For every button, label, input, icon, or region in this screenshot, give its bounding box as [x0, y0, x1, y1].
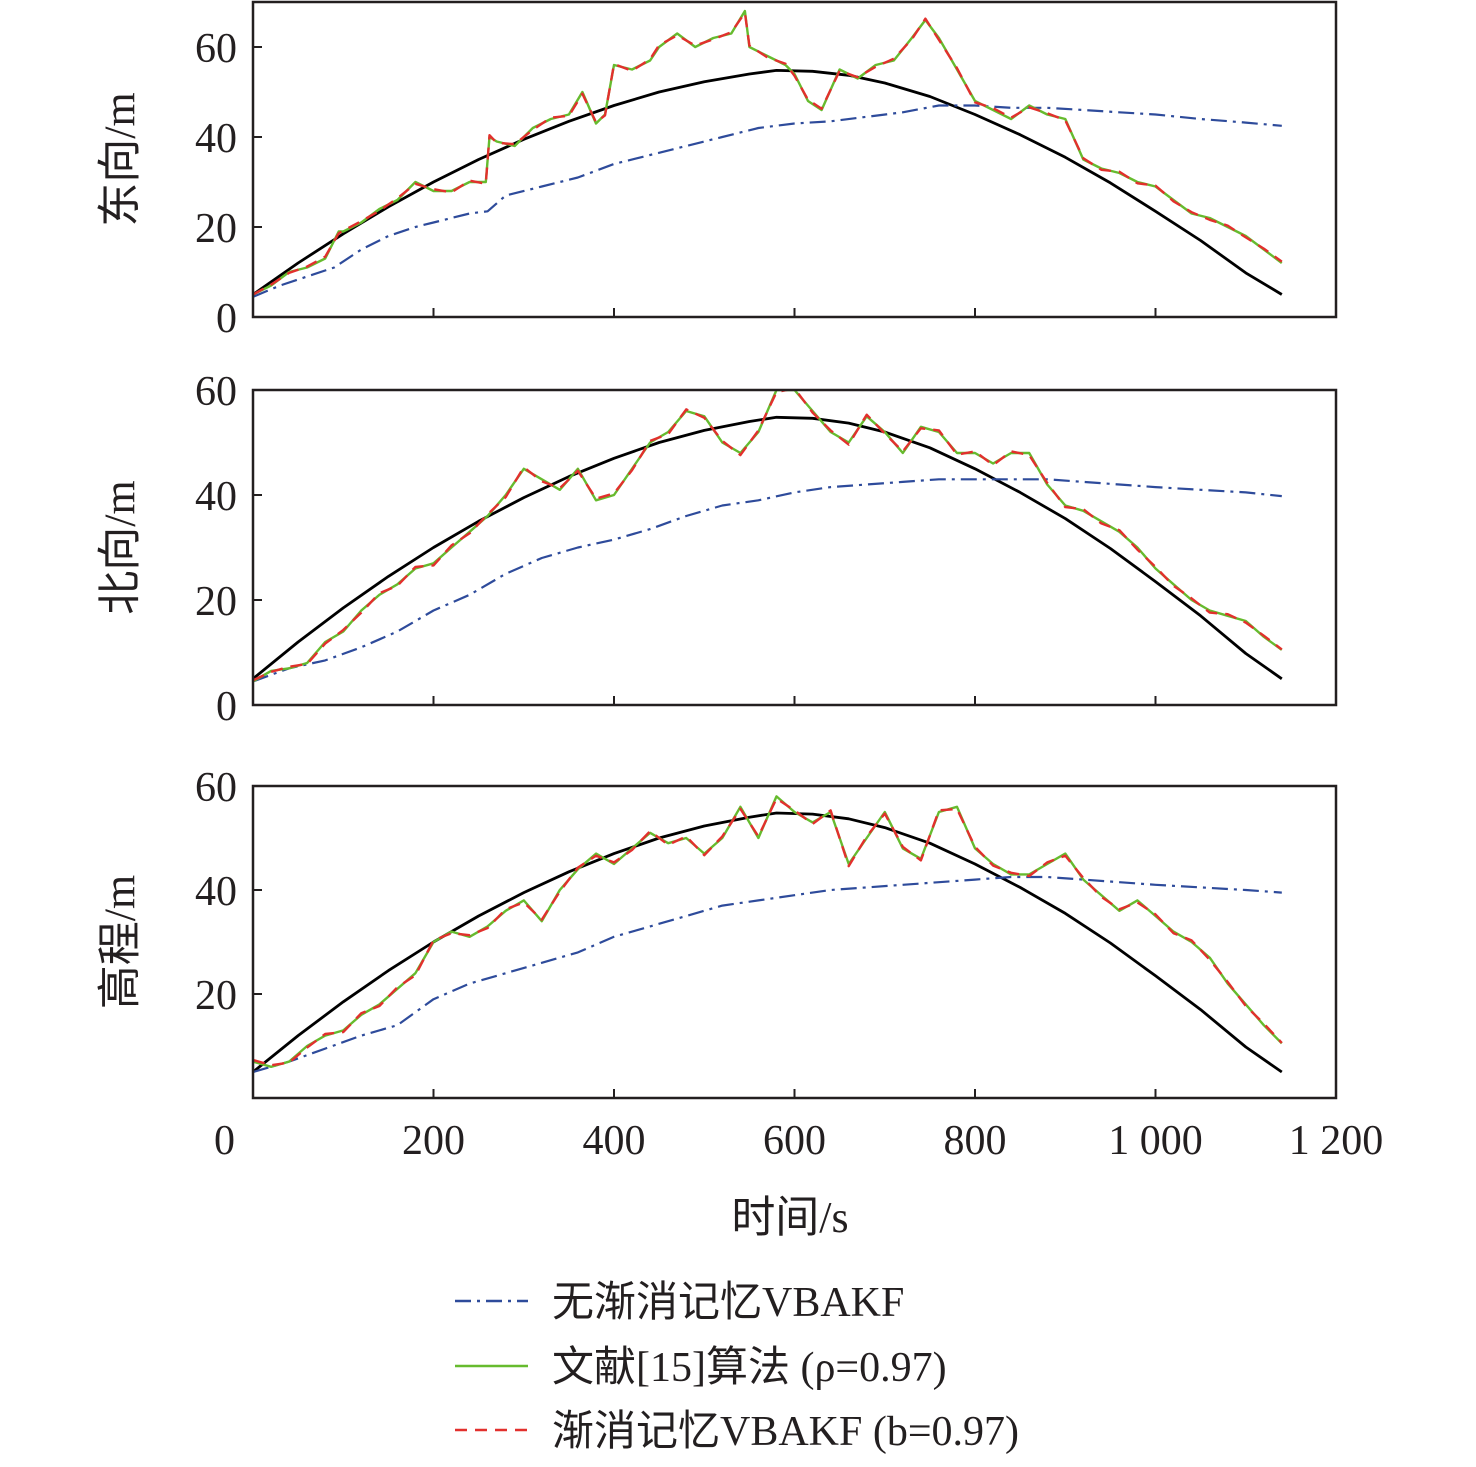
- series-line-east-0: [253, 69, 1283, 296]
- x-tick-label: 200: [402, 1118, 465, 1164]
- y-tick-label-east: 0: [216, 296, 237, 342]
- plot-frame-height: [251, 784, 1338, 1100]
- series-line-north-0: [253, 415, 1283, 680]
- plot-frame-north: [251, 388, 1338, 707]
- y-axis-title-height: 高程/m: [96, 875, 145, 1009]
- y-axis-title-east: 东向/m: [96, 92, 145, 226]
- legend: 无渐消记忆VBAKF 文献[15]算法 (ρ=0.97) 渐消记忆VBAKF (…: [455, 1280, 1019, 1455]
- legend-label-ref15: 文献[15]算法 (ρ=0.97): [552, 1344, 947, 1391]
- y-tick-label-east: 40: [195, 116, 237, 162]
- series-line-east-3: [253, 11, 1283, 296]
- x-tick-label: 1 200: [1289, 1118, 1384, 1164]
- legend-label-fading: 渐消记忆VBAKF (b=0.97): [552, 1409, 1019, 1455]
- series-group-height: [253, 795, 1283, 1074]
- series-line-height-2: [253, 795, 1283, 1069]
- series-group-east: [253, 9, 1283, 298]
- series-line-north-3: [253, 390, 1283, 682]
- panel-height: 20 40 60 高程/m 0 200 400 600 800 1 000 1 200: [96, 765, 1384, 1164]
- y-tick-label-north: 60: [195, 369, 237, 415]
- panel-north: 0 20 40 60 北向/m: [96, 369, 1338, 730]
- y-tick-label-north: 0: [216, 684, 237, 730]
- series-line-east-1: [253, 104, 1282, 298]
- x-tick-label: 800: [944, 1118, 1007, 1164]
- series-line-height-0: [253, 811, 1283, 1074]
- y-tick-label-north: 40: [195, 474, 237, 520]
- x-tick-label: 0: [214, 1118, 235, 1164]
- series-line-east-2: [253, 9, 1283, 296]
- x-tick-label: 400: [583, 1118, 646, 1164]
- series-line-north-2: [253, 390, 1283, 683]
- chart-panels: 0 20 40 60 东向/m 0 20 40 60 北向/m 20 40 60 高程/m 0 200 400 6…: [96, 0, 1384, 1164]
- y-tick-label-height: 60: [195, 765, 237, 811]
- series-line-height-3: [253, 797, 1283, 1067]
- x-tick-label: 1 000: [1108, 1118, 1203, 1164]
- x-tick-label: 600: [763, 1118, 826, 1164]
- y-tick-label-height: 40: [195, 869, 237, 915]
- panel-east: 0 20 40 60 东向/m: [96, 0, 1338, 342]
- y-tick-label-north: 20: [195, 579, 237, 625]
- legend-label-no-fading: 无渐消记忆VBAKF: [552, 1280, 904, 1326]
- y-tick-label-east: 60: [195, 26, 237, 72]
- y-tick-label-east: 20: [195, 206, 237, 252]
- x-axis-title: 时间/s: [731, 1193, 848, 1242]
- series-line-height-1: [253, 875, 1282, 1074]
- y-axis-title-north: 北向/m: [96, 480, 145, 614]
- series-line-north-1: [253, 478, 1282, 683]
- series-group-north: [253, 390, 1283, 683]
- y-tick-label-height: 20: [195, 973, 237, 1019]
- plot-frame-east: [251, 0, 1338, 319]
